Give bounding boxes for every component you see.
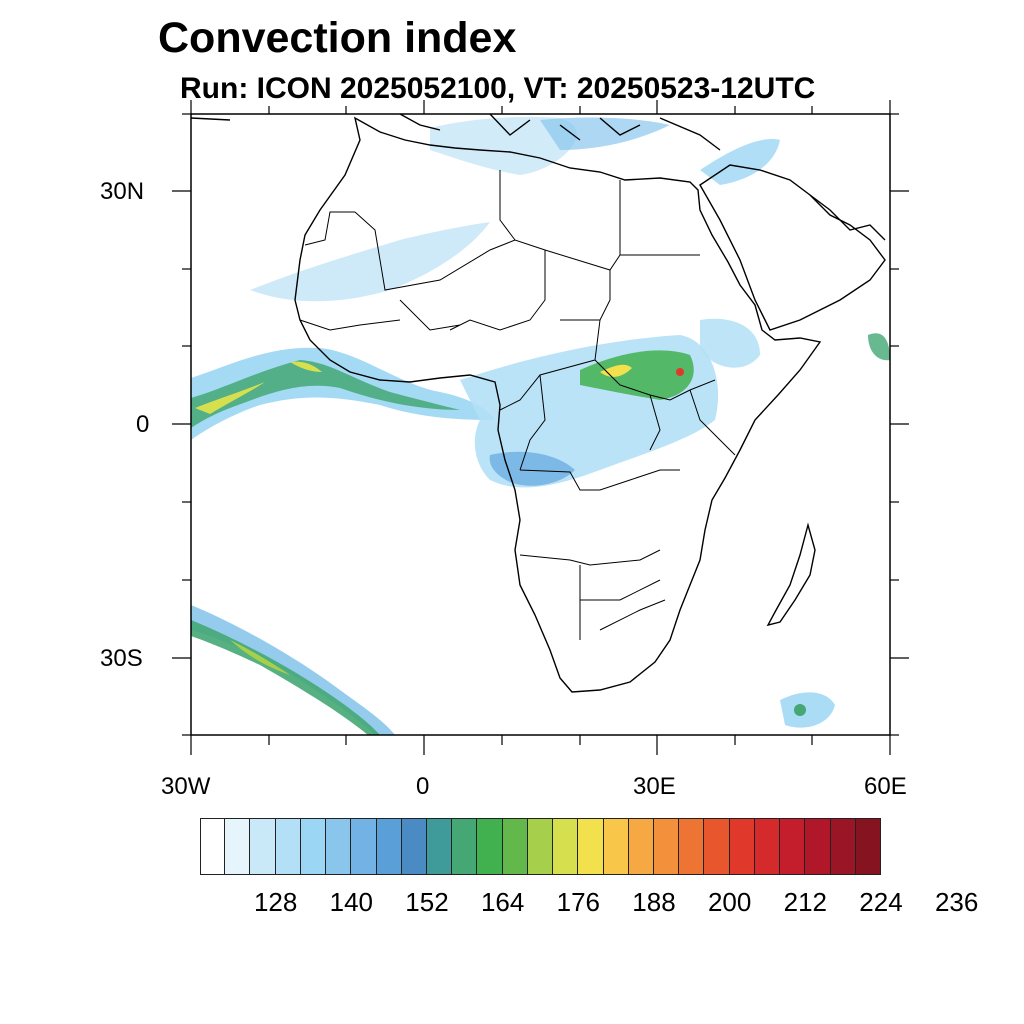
- convection-sahara-band: [250, 222, 490, 302]
- colorbar-box: [704, 818, 730, 875]
- africa-coastline: [294, 116, 822, 693]
- axis-ticks: [172, 100, 909, 755]
- colorbar: [200, 818, 881, 875]
- colorbar-box: [502, 818, 528, 875]
- colorbar-box: [527, 818, 554, 875]
- colorbar-label: 188: [632, 887, 676, 917]
- colorbar-box: [754, 818, 781, 875]
- convection-hotspot-red: [676, 368, 684, 376]
- colorbar-box: [200, 818, 226, 875]
- colorbar-box: [654, 818, 680, 875]
- colorbar-frame: [200, 818, 881, 875]
- convection-south-atlantic-band: [191, 605, 395, 735]
- arabia-coastline: [699, 164, 886, 331]
- colorbar-label: 140: [329, 887, 374, 917]
- convection-ethiopia: [700, 318, 760, 368]
- country-borders: [299, 170, 736, 640]
- convection-central-africa-peak: [600, 364, 632, 377]
- europe-coastline: [191, 114, 721, 151]
- colorbar-box: [427, 818, 453, 875]
- colorbar-label: 212: [783, 887, 828, 917]
- colorbar-box: [805, 818, 831, 875]
- colorbar-box: [452, 818, 478, 875]
- convection-central-africa-core: [580, 350, 694, 400]
- colorbar-label: 152: [405, 887, 449, 917]
- colorbar-box: [780, 818, 806, 875]
- lat-label-30n: 30N: [100, 178, 145, 205]
- convection-arabian-sea: [868, 333, 890, 361]
- colorbar-box: [578, 818, 604, 875]
- colorbar-box: [729, 818, 755, 875]
- colorbar-label: 128: [253, 887, 298, 917]
- colorbar-box: [326, 818, 352, 875]
- lat-label-0: 0: [136, 411, 150, 438]
- convection-indian-ocean-core: [794, 704, 806, 716]
- colorbar-box: [603, 818, 629, 875]
- madagascar-coastline: [766, 522, 816, 627]
- colorbar-box: [250, 818, 276, 875]
- convection-field: [191, 116, 890, 735]
- colorbar-box: [376, 818, 402, 875]
- colorbar-box: [628, 818, 654, 875]
- lon-label-30e: 30E: [633, 773, 676, 800]
- lon-label-0: 0: [416, 773, 430, 800]
- colorbar-box: [679, 818, 705, 875]
- colorbar-label: 236: [934, 887, 979, 917]
- colorbar-label: 224: [859, 887, 903, 917]
- colorbar-box: [275, 818, 301, 875]
- colorbar-box: [300, 818, 327, 875]
- colorbar-box: [351, 818, 377, 875]
- convection-indian-ocean: [780, 692, 835, 728]
- convection-band-itcz-core: [191, 360, 460, 428]
- convection-north-africa: [430, 116, 577, 175]
- colorbar-label: 176: [556, 887, 601, 917]
- colorbar-box: [225, 818, 251, 875]
- convection-mideast: [700, 139, 780, 185]
- colorbar-box: [553, 818, 579, 875]
- lat-label-30s: 30S: [100, 645, 143, 672]
- colorbar-box: [830, 818, 856, 875]
- colorbar-label: 200: [707, 887, 752, 917]
- lon-label-60e: 60E: [864, 773, 907, 800]
- convection-band-itcz-peak-2: [290, 361, 322, 372]
- gulf-coastline: [809, 194, 886, 241]
- chart-subtitle: Run: ICON 2025052100, VT: 20250523-12UTC: [180, 72, 816, 105]
- chart-title: Convection index: [158, 14, 517, 62]
- lon-label-30w: 30W: [161, 773, 211, 800]
- convection-band-itcz-peak: [195, 382, 265, 414]
- colorbar-label: 164: [480, 887, 525, 917]
- colorbar-box: [477, 818, 503, 875]
- convection-south-atlantic-peak: [230, 640, 290, 675]
- colorbar-box: [401, 818, 427, 875]
- coastlines: [191, 114, 886, 693]
- convection-south-atlantic-core: [191, 620, 380, 735]
